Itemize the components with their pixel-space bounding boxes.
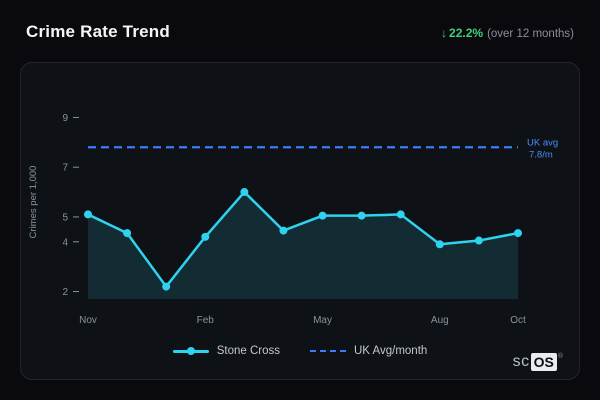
trend-stat: ↓ 22.2% (over 12 months) [441, 26, 574, 40]
crime-trend-chart: Crimes per 1,000 2 4 5 7 9 Nov Feb May Aug Oct UK a… [28, 113, 558, 326]
svg-text:May: May [313, 315, 332, 326]
svg-text:Oct: Oct [510, 315, 526, 326]
trend-value: 22.2% [449, 26, 484, 40]
chart-card: Crimes per 1,000 2 4 5 7 9 Nov Feb May Aug Oct UK a… [20, 62, 580, 380]
scos-logo: sc OS ® [513, 353, 563, 371]
legend-label: Stone Cross [216, 345, 280, 357]
svg-text:9: 9 [62, 113, 68, 124]
dashed-line-swatch-icon [309, 350, 346, 352]
svg-text:7: 7 [62, 163, 68, 174]
line-series-swatch-icon [172, 347, 209, 355]
registered-mark: ® [557, 353, 563, 360]
svg-text:Feb: Feb [197, 315, 215, 326]
trend-caption: (over 12 months) [487, 28, 574, 40]
chart-legend: Stone Cross UK Avg/month [21, 345, 579, 357]
svg-text:Aug: Aug [431, 315, 449, 326]
header: Crime Rate Trend ↓ 22.2% (over 12 months) [0, 0, 600, 52]
svg-text:4: 4 [62, 237, 68, 248]
logo-os-badge: OS [530, 353, 557, 371]
svg-text:2: 2 [62, 287, 68, 298]
page-title: Crime Rate Trend [26, 22, 170, 41]
legend-label: UK Avg/month [353, 345, 428, 357]
svg-text:Nov: Nov [79, 315, 97, 326]
svg-text:UK avg: UK avg [527, 137, 558, 148]
legend-item-uk-avg[interactable]: UK Avg/month [309, 345, 428, 357]
logo-prefix: sc [512, 353, 530, 370]
svg-text:7.8/m: 7.8/m [529, 149, 553, 160]
trend-down-arrow-icon: ↓ [441, 26, 448, 40]
svg-text:5: 5 [62, 212, 68, 223]
legend-item-stone-cross[interactable]: Stone Cross [172, 345, 280, 357]
svg-text:Crimes per 1,000: Crimes per 1,000 [28, 166, 39, 239]
